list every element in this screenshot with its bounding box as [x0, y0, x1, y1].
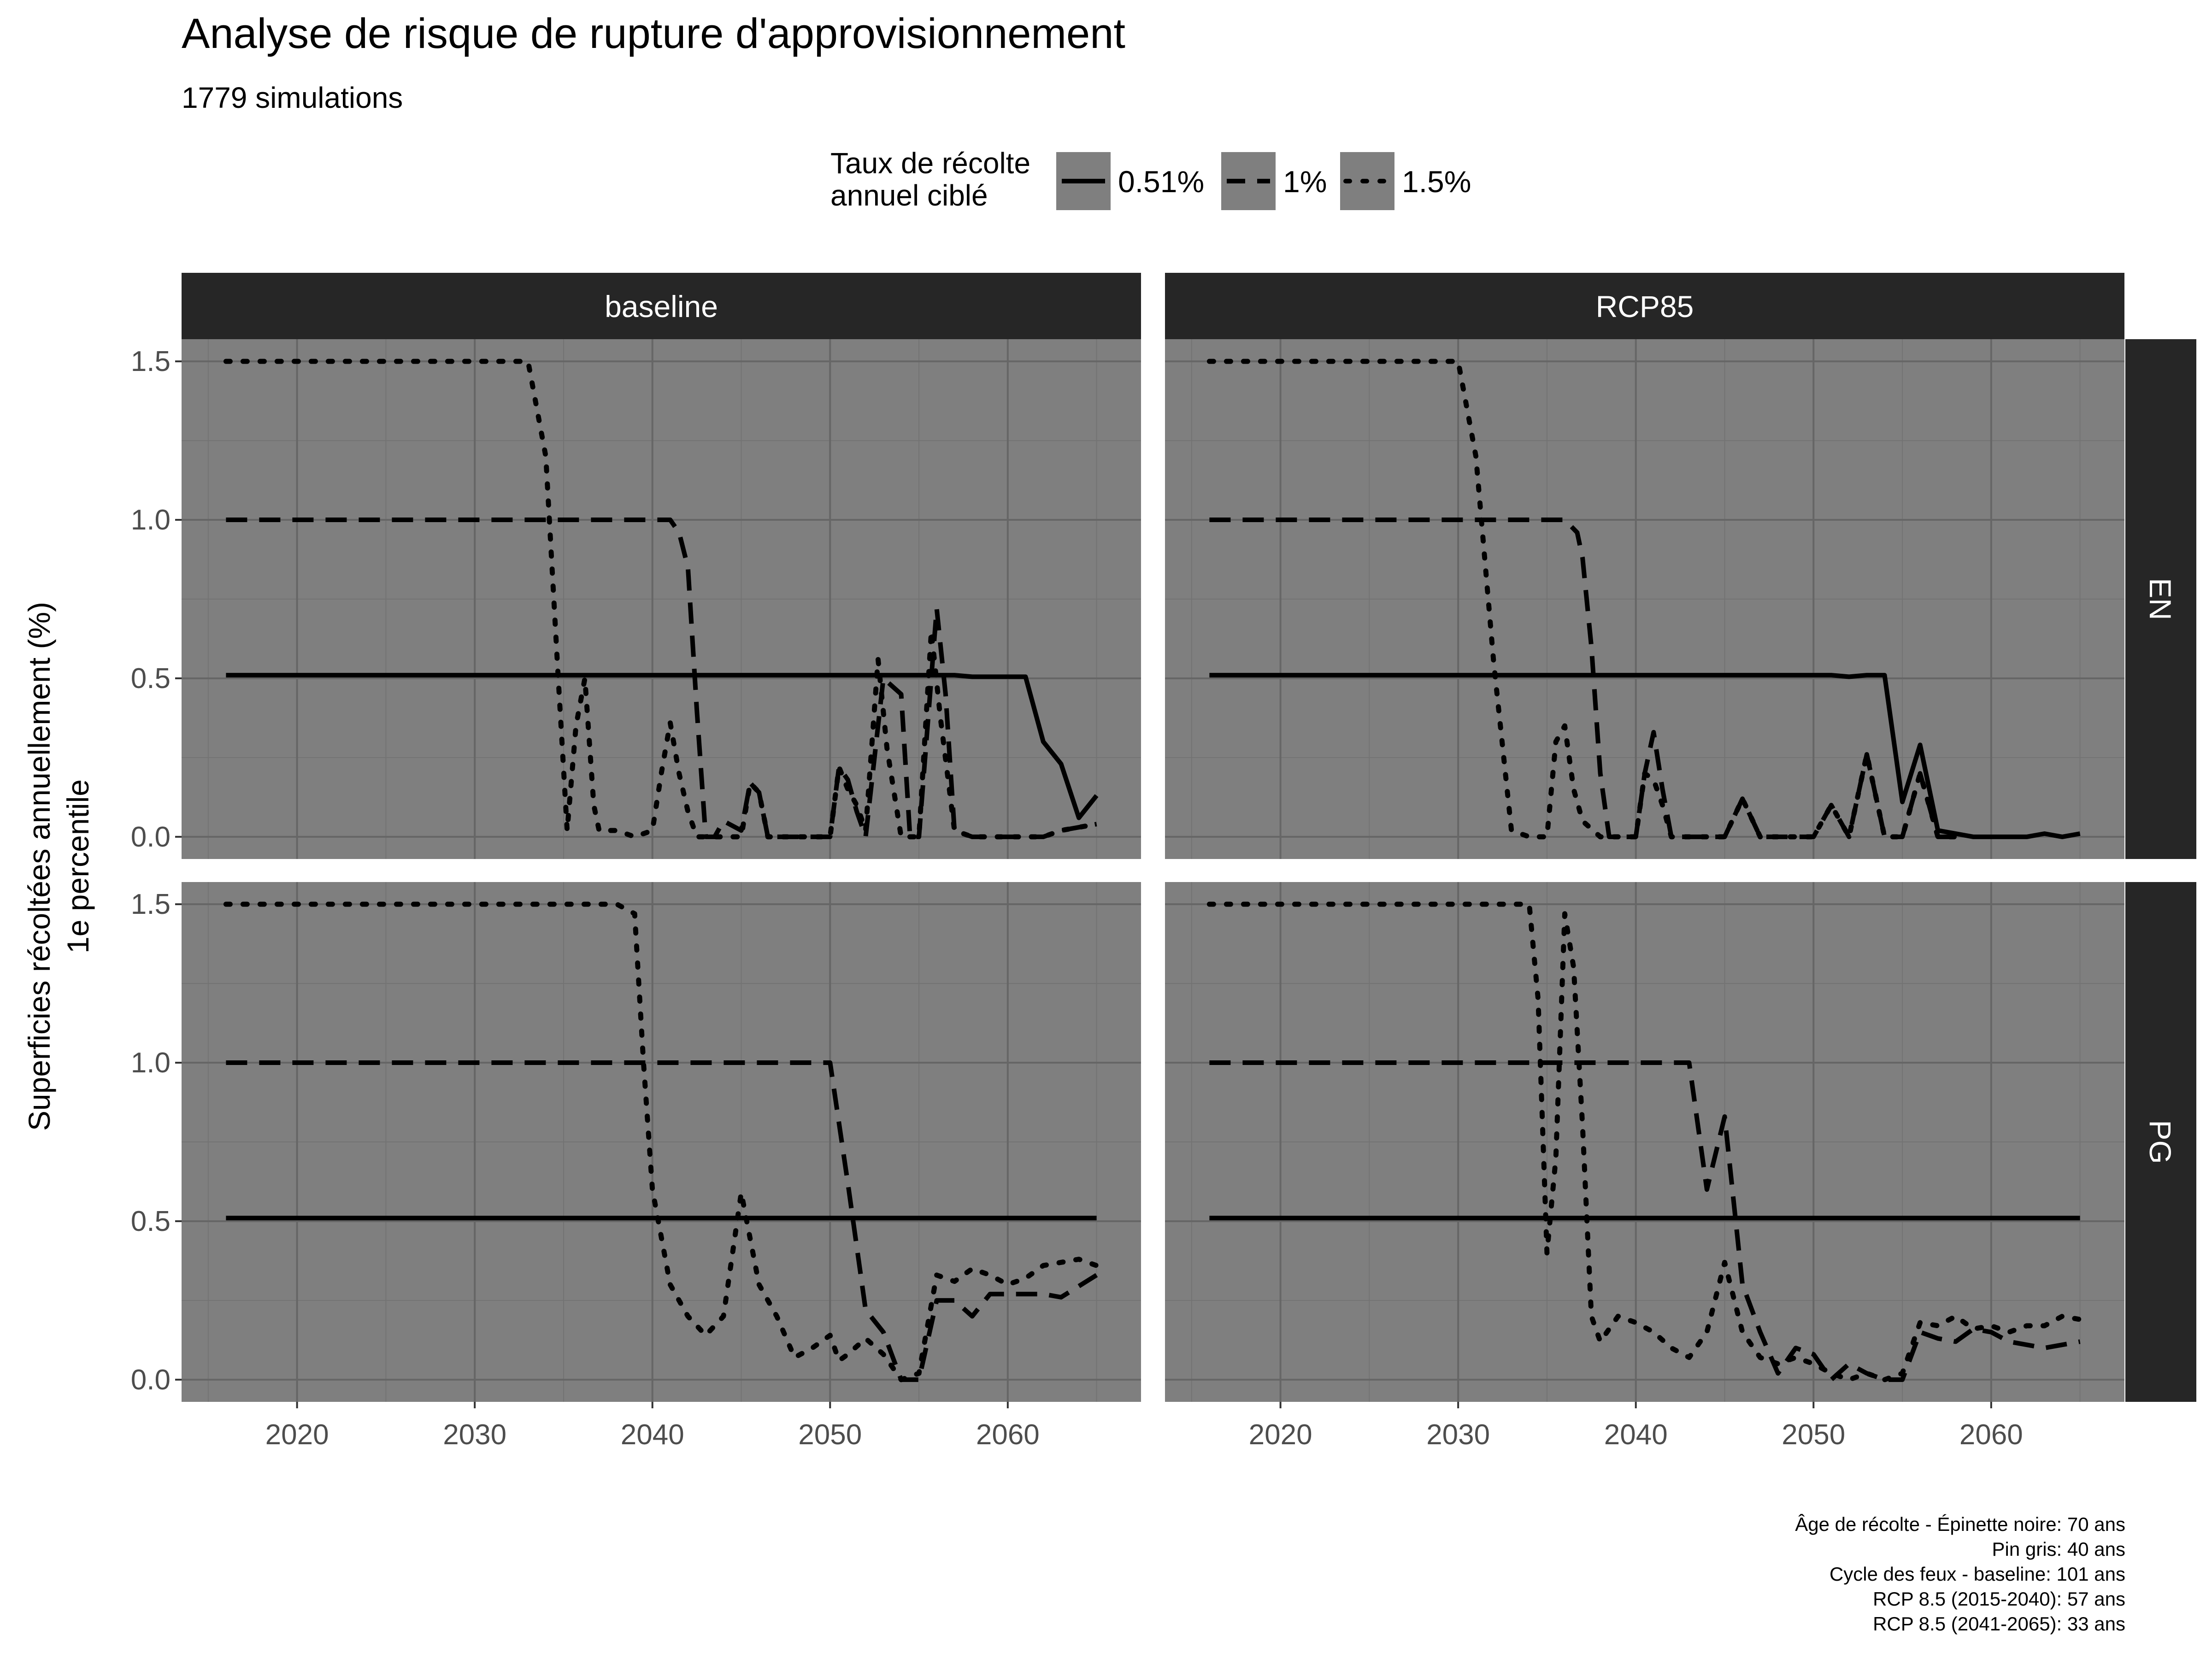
legend: Taux de récolte annuel ciblé 0.51% 1% 1.5%: [830, 147, 1471, 212]
column-strip: [182, 273, 1141, 339]
row-strip-label: PG: [2143, 1120, 2177, 1164]
legend-label: 1.5%: [1402, 165, 1471, 199]
y-tick-label: 0.0: [131, 821, 171, 853]
x-tick-label: 2040: [1604, 1419, 1668, 1451]
caption: Âge de récolte - Épinette noire: 70 ans …: [1795, 1513, 2125, 1635]
facet-panel-RCP85-PG: [1165, 882, 2124, 1402]
facet-panel-baseline-PG: [182, 882, 1141, 1402]
x-tick-label: 2050: [1782, 1419, 1845, 1451]
x-tick-label: 2040: [621, 1419, 684, 1451]
caption-line: RCP 8.5 (2041-2065): 33 ans: [1873, 1613, 2125, 1635]
y-axis-title-line1: Superficies récoltées annuellement (%): [22, 602, 56, 1131]
chart-subtitle: 1779 simulations: [182, 81, 403, 114]
series-line-dashed: [1209, 1060, 2081, 1382]
y-tick-label: 1.5: [131, 346, 171, 377]
column-strip-label: baseline: [605, 289, 718, 324]
caption-line: Âge de récolte - Épinette noire: 70 ans: [1795, 1513, 2125, 1535]
facet-grid: baseline RCP85 EN PG 2020 2030 2040 2050 2060 202…: [131, 273, 2196, 1451]
y-tick-label: 0.5: [131, 1206, 171, 1237]
x-tick-label: 2060: [976, 1419, 1040, 1451]
series-line-dashed: [226, 1060, 1098, 1382]
y-tick-label: 1.5: [131, 888, 171, 920]
facet-panel-baseline-EN: [182, 339, 1141, 859]
y-tick-label: 1.0: [131, 1047, 171, 1079]
row-strip-label: EN: [2143, 578, 2177, 620]
caption-line: RCP 8.5 (2015-2040): 57 ans: [1873, 1588, 2125, 1610]
legend-label: 0.51%: [1118, 165, 1204, 199]
series-line-dotted: [223, 359, 1100, 840]
y-axis-title-line2: 1e percentile: [61, 779, 95, 953]
x-tick-label: 2020: [265, 1419, 329, 1451]
legend-label: 1%: [1283, 165, 1327, 199]
x-tick-label: 2060: [1959, 1419, 2023, 1451]
series-line-dashed: [226, 518, 1097, 839]
x-tick-label: 2030: [443, 1419, 506, 1451]
caption-line: Cycle des feux - baseline: 101 ans: [1830, 1563, 2125, 1585]
series-line-solid: [226, 673, 1099, 820]
legend-keys: 0.51% 1% 1.5%: [1056, 152, 1471, 210]
facet-panel-RCP85-EN: [1165, 339, 2124, 859]
row-strip: [2125, 882, 2196, 1402]
caption-line: Pin gris: 40 ans: [1992, 1538, 2126, 1560]
series-line-solid: [1209, 673, 2081, 839]
legend-title-line1: Taux de récolte: [830, 147, 1030, 180]
y-tick-label: 0.5: [131, 663, 171, 694]
x-tick-label: 2050: [798, 1419, 862, 1451]
series-line-dotted: [1206, 901, 2083, 1382]
series-line-dotted: [223, 901, 1100, 1382]
row-strip: [2125, 339, 2196, 859]
legend-title-line2: annuel ciblé: [830, 179, 988, 212]
column-strip: [1165, 273, 2124, 339]
y-axis-title: Superficies récoltées annuellement (%) 1…: [22, 602, 95, 1131]
column-strip-label: RCP85: [1596, 289, 1694, 324]
y-tick-label: 1.0: [131, 504, 171, 536]
x-tick-label: 2020: [1249, 1419, 1312, 1451]
x-tick-label: 2030: [1426, 1419, 1490, 1451]
chart-title: Analyse de risque de rupture d'approvisi…: [182, 10, 1125, 57]
series-line-dotted: [1206, 359, 1959, 840]
y-tick-label: 0.0: [131, 1364, 171, 1396]
